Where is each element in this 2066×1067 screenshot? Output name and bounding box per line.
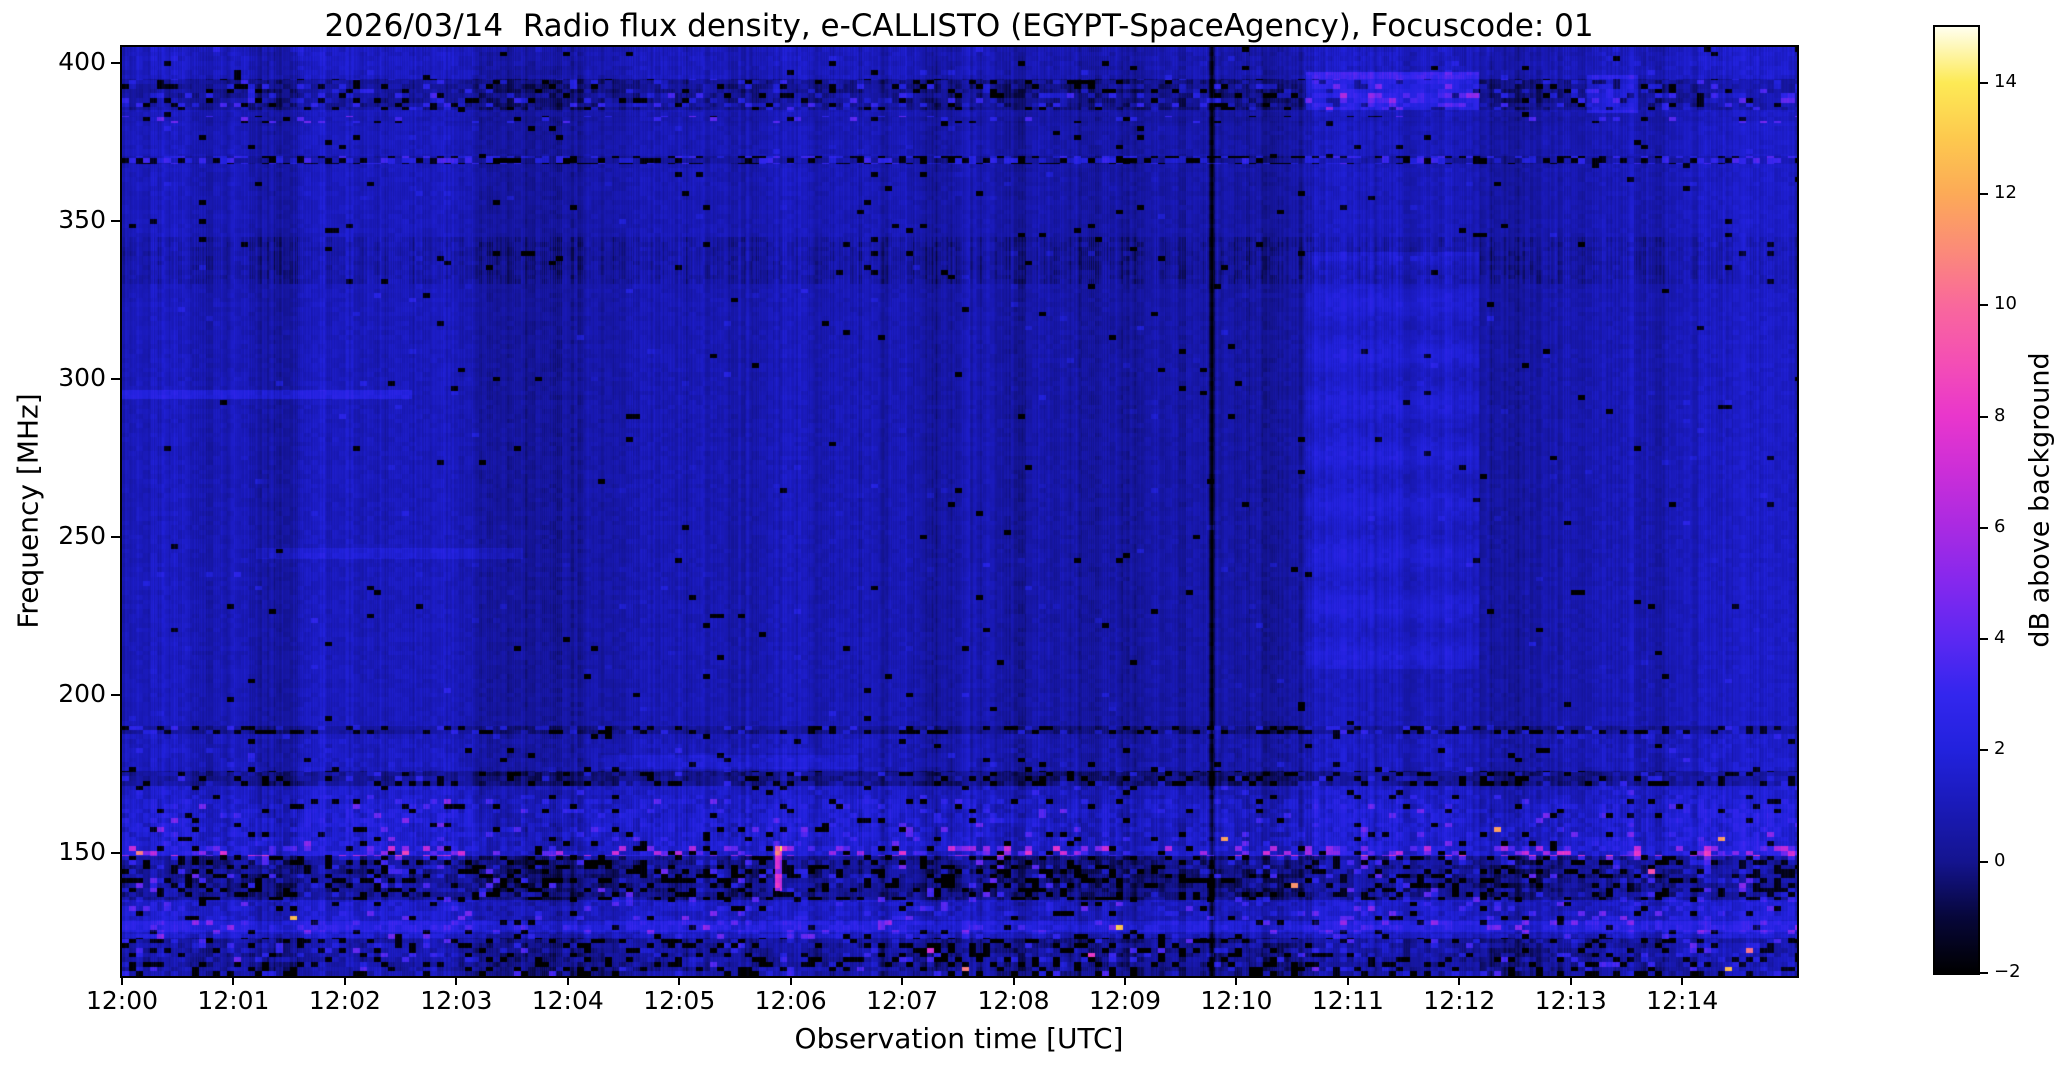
colorbar-tick-label: −2 <box>1994 961 2021 982</box>
x-tick-label: 12:09 <box>1088 986 1162 1015</box>
y-tick-mark <box>111 377 120 380</box>
y-tick-mark <box>111 851 120 854</box>
y-tick-label: 300 <box>58 362 106 392</box>
colorbar-tick-mark <box>1980 304 1988 307</box>
colorbar-tick-mark <box>1980 415 1988 418</box>
colorbar-tick-label: 4 <box>1994 627 2006 649</box>
colorbar-tick-mark <box>1980 972 1988 974</box>
y-tick-mark <box>111 219 120 222</box>
x-tick-mark <box>343 976 346 985</box>
y-tick-mark <box>111 61 120 64</box>
colorbar-tick-label: 14 <box>1994 70 2017 92</box>
colorbar-label: dB above background <box>2024 352 2056 648</box>
x-tick-mark <box>1235 976 1238 985</box>
colorbar-tick-mark <box>1980 526 1988 529</box>
x-tick-mark <box>1346 976 1349 985</box>
x-tick-label: 12:12 <box>1423 986 1496 1015</box>
colorbar-gradient <box>1935 27 1978 973</box>
x-tick-label: 12:11 <box>1311 986 1384 1015</box>
x-tick-mark <box>678 976 681 985</box>
x-tick-label: 12:07 <box>866 986 939 1015</box>
colorbar-tick-label: 8 <box>1994 404 2006 426</box>
colorbar-tick-label: 6 <box>1994 515 2006 537</box>
colorbar-tick-mark <box>1980 860 1988 863</box>
y-tick-label: 250 <box>58 520 106 550</box>
x-tick-mark <box>1569 976 1572 985</box>
x-tick-label: 12:02 <box>308 986 381 1015</box>
colorbar-tick-label: 12 <box>1994 181 2017 203</box>
y-tick-label: 350 <box>58 204 106 234</box>
x-tick-mark <box>455 976 458 985</box>
x-tick-label: 12:00 <box>85 986 159 1015</box>
chart-title: 2026/03/14 Radio flux density, e-CALLIST… <box>324 8 1594 44</box>
x-tick-mark <box>1458 976 1461 985</box>
x-tick-mark <box>1681 976 1684 985</box>
colorbar-tick-mark <box>1980 749 1988 752</box>
x-tick-label: 12:01 <box>197 986 270 1015</box>
x-tick-mark <box>121 976 123 985</box>
spectrogram-heatmap <box>122 47 1797 976</box>
x-tick-label: 12:08 <box>977 986 1050 1015</box>
x-tick-label: 12:06 <box>754 986 827 1015</box>
y-tick-label: 400 <box>58 46 106 76</box>
y-tick-mark <box>111 535 120 538</box>
colorbar-tick-mark <box>1980 81 1988 84</box>
x-tick-mark <box>1123 976 1126 985</box>
y-axis-label: Frequency [MHz] <box>11 393 45 629</box>
x-tick-mark <box>901 976 904 985</box>
x-tick-mark <box>1012 976 1015 985</box>
y-tick-mark <box>111 693 120 696</box>
colorbar-tick-label: 0 <box>1994 849 2006 871</box>
colorbar-tick-label: 2 <box>1994 738 2006 760</box>
colorbar-tick-mark <box>1980 638 1988 641</box>
colorbar-tick-label: 10 <box>1994 293 2017 315</box>
y-tick-label: 150 <box>58 836 106 866</box>
x-tick-label: 12:03 <box>420 986 493 1015</box>
x-tick-label: 12:04 <box>531 986 604 1015</box>
x-tick-label: 12:14 <box>1646 986 1719 1015</box>
x-tick-label: 12:13 <box>1534 986 1607 1015</box>
x-tick-label: 12:10 <box>1200 986 1273 1015</box>
x-tick-mark <box>566 976 569 985</box>
colorbar-tick-mark <box>1980 192 1988 195</box>
y-tick-label: 200 <box>58 678 106 708</box>
x-tick-label: 12:05 <box>643 986 716 1015</box>
colorbar <box>1933 25 1980 975</box>
x-tick-mark <box>789 976 792 985</box>
x-tick-mark <box>232 976 235 985</box>
x-axis-label: Observation time [UTC] <box>794 1022 1124 1055</box>
